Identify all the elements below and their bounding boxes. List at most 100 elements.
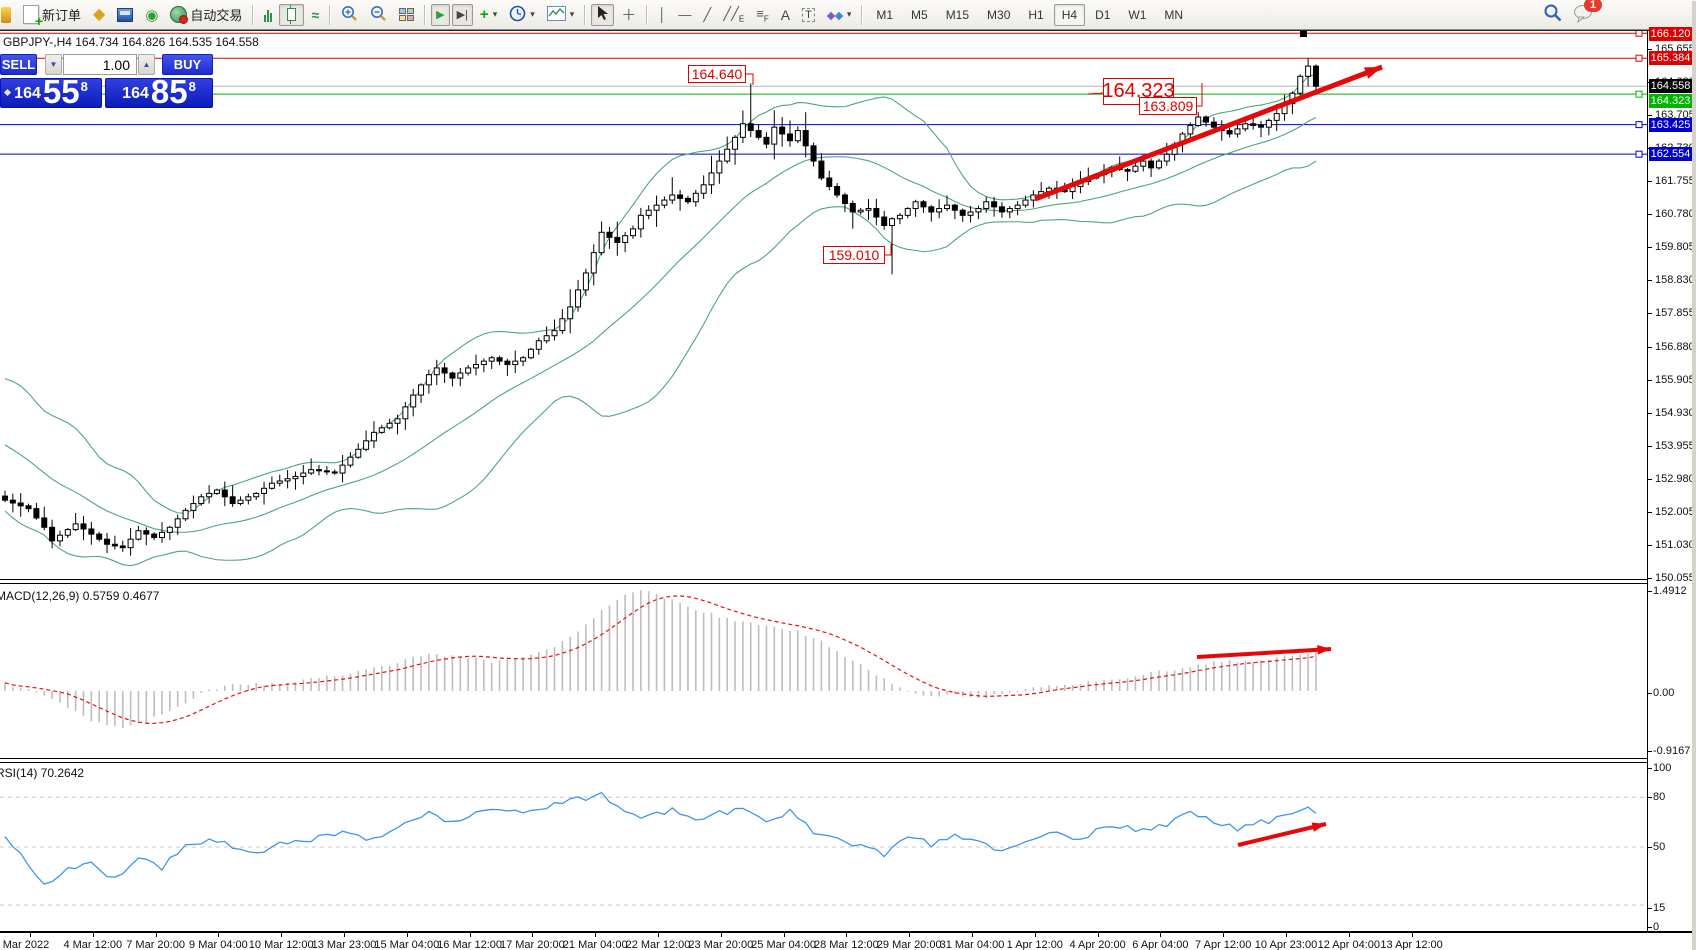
timeframe-h1[interactable]: H1 bbox=[1028, 7, 1044, 22]
market-watch-icon[interactable]: ◆ bbox=[88, 4, 110, 26]
price-tick bbox=[1648, 511, 1652, 513]
time-tick bbox=[532, 933, 534, 937]
price-tick bbox=[1648, 247, 1652, 249]
zoom-out-button[interactable] bbox=[365, 4, 392, 26]
volume-input[interactable] bbox=[63, 54, 137, 75]
timeframe-m30[interactable]: M30 bbox=[987, 7, 1011, 22]
horizontal-line-button[interactable]: — bbox=[673, 4, 696, 26]
main-chart-canvas[interactable] bbox=[0, 31, 1647, 579]
zoom-in-button[interactable] bbox=[336, 4, 363, 26]
timeframe-m5[interactable]: M5 bbox=[911, 7, 928, 22]
macd-canvas[interactable] bbox=[0, 584, 1647, 758]
hline-166.12[interactable] bbox=[0, 31, 1647, 37]
red-arrow[interactable] bbox=[1196, 645, 1332, 659]
buy-button[interactable]: BUY bbox=[162, 54, 213, 75]
pane-separator-2[interactable] bbox=[0, 758, 1647, 763]
timeframe-m1[interactable]: M1 bbox=[876, 7, 894, 22]
crosshair-button[interactable]: ＋ bbox=[616, 4, 641, 26]
text-icon: A bbox=[780, 6, 791, 23]
new-chart-button[interactable]: + ▾ bbox=[475, 4, 502, 26]
timeframe-h4[interactable]: H4 bbox=[1053, 3, 1086, 26]
line-handle bbox=[1635, 121, 1643, 129]
text-button[interactable]: A bbox=[776, 4, 795, 26]
price-tick bbox=[1648, 478, 1652, 480]
vertical-line-button[interactable]: │ bbox=[653, 4, 671, 26]
auto-scroll-button[interactable]: ▶ bbox=[431, 3, 450, 26]
volume-up-button[interactable]: ▲ bbox=[138, 54, 155, 75]
timeframe-d1[interactable]: D1 bbox=[1095, 7, 1111, 22]
time-label: 1 Apr 12:00 bbox=[1006, 939, 1063, 950]
sell-price-box[interactable]: 164 55 8 bbox=[0, 75, 102, 108]
hline-162.554[interactable] bbox=[0, 150, 1647, 158]
hline-164.323[interactable] bbox=[0, 90, 1647, 98]
price-tick bbox=[1648, 544, 1652, 546]
bar-chart-type-button[interactable] bbox=[259, 4, 277, 26]
sell-price-small: 164 bbox=[14, 85, 41, 102]
pane-separator[interactable] bbox=[0, 579, 1647, 584]
toolbar-separator bbox=[329, 4, 332, 25]
new-chart-button-caret[interactable]: ▾ bbox=[492, 9, 498, 19]
cursor-button[interactable] bbox=[591, 3, 615, 26]
fibonacci-button[interactable]: ≡F bbox=[751, 4, 773, 26]
chart-title: GBPJPY-,H4 164.734 164.826 164.535 164.5… bbox=[3, 35, 259, 49]
red-arrow[interactable] bbox=[1237, 822, 1327, 847]
sell-button[interactable]: SELL bbox=[0, 54, 37, 75]
indicators-button[interactable]: ▾ bbox=[542, 4, 580, 26]
rsi-canvas[interactable] bbox=[0, 763, 1647, 931]
shapes-button[interactable]: ▾ bbox=[822, 4, 857, 26]
period-button-caret[interactable]: ▾ bbox=[530, 9, 535, 19]
timeframe-w1[interactable]: W1 bbox=[1128, 7, 1147, 22]
price-tick-label: 152.005 bbox=[1655, 505, 1695, 518]
clipped-icon bbox=[1, 6, 11, 23]
price-tick-label: 159.805 bbox=[1655, 241, 1695, 254]
time-tick bbox=[658, 933, 659, 937]
price-axis[interactable]: 165.655164.680163.705162.730161.755160.7… bbox=[1647, 27, 1695, 933]
macd-scale-tick bbox=[1648, 751, 1652, 752]
time-label: 12 Apr 04:00 bbox=[1317, 939, 1380, 950]
price-label-159.010[interactable]: 159.010 bbox=[823, 246, 885, 264]
signal-icon[interactable]: ◉ bbox=[140, 4, 163, 26]
candlestick-type-button[interactable] bbox=[279, 3, 305, 26]
red-arrow[interactable] bbox=[1034, 64, 1383, 202]
trendline-icon: ╱ bbox=[703, 6, 712, 22]
hline-165.384[interactable] bbox=[0, 54, 1647, 62]
new-order-button[interactable]: 新订单 bbox=[18, 4, 86, 29]
timeframe-m15[interactable]: M15 bbox=[945, 7, 970, 22]
time-label: 13 Apr 12:00 bbox=[1380, 939, 1443, 950]
indicators-button-caret[interactable]: ▾ bbox=[569, 9, 575, 19]
time-tick bbox=[720, 933, 722, 937]
channel-button[interactable]: ╱╱E bbox=[718, 4, 749, 26]
period-button[interactable]: ▾ bbox=[504, 4, 540, 26]
price-label-164.323[interactable]: 164.323 bbox=[1102, 78, 1175, 105]
price-tick-label: 154.930 bbox=[1655, 406, 1695, 419]
search-icon[interactable] bbox=[1543, 3, 1563, 28]
rsi-scale-tick bbox=[1648, 797, 1652, 798]
shapes-button-caret[interactable]: ▾ bbox=[846, 9, 852, 19]
time-label: 7 Apr 12:00 bbox=[1195, 939, 1252, 950]
chart-window-icon[interactable] bbox=[112, 4, 138, 26]
price-label-164.640[interactable]: 164.640 bbox=[688, 65, 746, 83]
rsi-scale-tick bbox=[1648, 768, 1652, 769]
time-tick bbox=[344, 933, 345, 937]
autotrade-button[interactable]: 自动交易 bbox=[165, 4, 247, 26]
zoom-out-icon bbox=[370, 5, 387, 25]
chart-shift-button[interactable]: ▶| bbox=[451, 3, 473, 26]
price-tick bbox=[1648, 115, 1652, 117]
line-chart-type-button[interactable]: ≈ bbox=[306, 4, 324, 26]
tile-windows-button[interactable] bbox=[394, 4, 419, 26]
candlestick-icon bbox=[287, 5, 297, 24]
volume-down-button[interactable]: ▼ bbox=[45, 54, 62, 75]
trendline-button[interactable]: ╱ bbox=[698, 4, 716, 26]
price-label-163.809[interactable]: 163.809 bbox=[1139, 97, 1197, 115]
line-handle bbox=[1635, 31, 1643, 37]
timeframe-mn[interactable]: MN bbox=[1164, 7, 1184, 22]
label-button[interactable]: T bbox=[797, 4, 820, 26]
hline-163.425[interactable] bbox=[0, 121, 1647, 129]
chat-icon[interactable]: 1 bbox=[1573, 0, 1602, 28]
time-tick bbox=[783, 933, 785, 937]
price-tick bbox=[1648, 577, 1652, 579]
time-axis[interactable]: Mar 2022 4 Mar 12:00 7 Mar 20:00 9 Mar 04:0… bbox=[0, 931, 1692, 950]
time-tick bbox=[1160, 933, 1162, 937]
buy-price-box[interactable]: 164 85 8 bbox=[105, 75, 213, 108]
